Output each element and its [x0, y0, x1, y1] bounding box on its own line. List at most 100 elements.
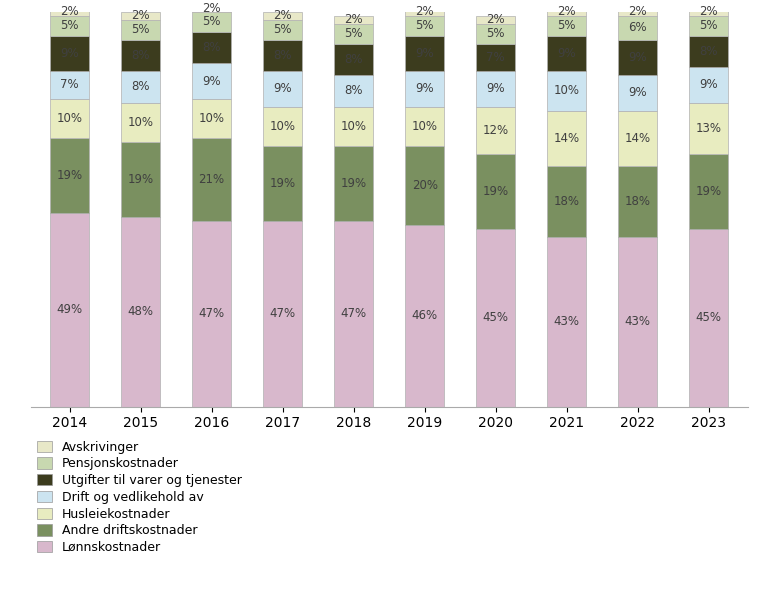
Bar: [50, 36, 89, 71]
Text: 5%: 5%: [415, 19, 434, 32]
Bar: [263, 12, 302, 20]
Text: 9%: 9%: [273, 83, 292, 96]
Text: 18%: 18%: [554, 195, 580, 208]
Bar: [405, 36, 444, 71]
Text: 2%: 2%: [60, 5, 79, 19]
Text: 43%: 43%: [554, 315, 580, 328]
Bar: [334, 24, 373, 44]
Text: 47%: 47%: [340, 307, 367, 321]
Bar: [547, 36, 586, 71]
Legend: Avskrivinger, Pensjonskostnader, Utgifter til varer og tjenester, Drift og vedli: Avskrivinger, Pensjonskostnader, Utgifte…: [37, 441, 242, 554]
Text: 9%: 9%: [486, 83, 505, 96]
Text: 10%: 10%: [340, 120, 367, 133]
Text: 47%: 47%: [198, 307, 224, 321]
Bar: [192, 138, 231, 221]
Text: 8%: 8%: [700, 45, 718, 58]
Text: 20%: 20%: [411, 179, 438, 192]
Text: 9%: 9%: [629, 86, 647, 99]
Bar: [547, 111, 586, 166]
Bar: [334, 75, 373, 106]
Text: 5%: 5%: [558, 19, 576, 32]
Text: 47%: 47%: [269, 307, 296, 321]
Text: 9%: 9%: [202, 75, 221, 87]
Bar: [192, 221, 231, 407]
Text: 5%: 5%: [131, 23, 150, 36]
Text: 10%: 10%: [411, 120, 438, 133]
Text: 19%: 19%: [696, 185, 722, 198]
Text: 5%: 5%: [60, 19, 79, 32]
Bar: [476, 44, 515, 71]
Text: 43%: 43%: [625, 315, 651, 328]
Bar: [334, 44, 373, 75]
Bar: [476, 16, 515, 24]
Text: 2%: 2%: [486, 13, 505, 26]
Text: 9%: 9%: [60, 47, 79, 60]
Bar: [476, 154, 515, 229]
Bar: [618, 166, 657, 237]
Text: 5%: 5%: [344, 27, 363, 40]
Bar: [121, 142, 160, 217]
Bar: [263, 221, 302, 407]
Text: 10%: 10%: [56, 112, 82, 125]
Text: 2%: 2%: [700, 5, 718, 19]
Bar: [263, 20, 302, 39]
Bar: [618, 39, 657, 75]
Bar: [263, 39, 302, 71]
Bar: [689, 103, 728, 154]
Bar: [618, 237, 657, 407]
Text: 2%: 2%: [131, 10, 150, 22]
Bar: [618, 75, 657, 111]
Text: 7%: 7%: [486, 51, 505, 64]
Bar: [334, 106, 373, 146]
Bar: [334, 221, 373, 407]
Text: 2%: 2%: [202, 2, 221, 14]
Text: 19%: 19%: [482, 185, 509, 198]
Text: 9%: 9%: [415, 47, 434, 60]
Bar: [689, 67, 728, 103]
Text: 2%: 2%: [629, 5, 647, 19]
Bar: [121, 12, 160, 20]
Bar: [618, 16, 657, 39]
Bar: [50, 213, 89, 407]
Text: 8%: 8%: [202, 41, 221, 54]
Text: 5%: 5%: [700, 19, 718, 32]
Text: 9%: 9%: [629, 51, 647, 64]
Bar: [121, 71, 160, 103]
Text: 9%: 9%: [557, 47, 576, 60]
Bar: [334, 16, 373, 24]
Bar: [50, 8, 89, 16]
Bar: [547, 237, 586, 407]
Bar: [192, 99, 231, 138]
Text: 12%: 12%: [482, 124, 509, 137]
Text: 14%: 14%: [625, 132, 651, 145]
Text: 10%: 10%: [127, 116, 153, 129]
Text: 8%: 8%: [131, 49, 150, 62]
Text: 2%: 2%: [415, 5, 434, 19]
Bar: [192, 4, 231, 12]
Text: 10%: 10%: [198, 112, 224, 125]
Text: 5%: 5%: [202, 16, 221, 28]
Bar: [547, 71, 586, 111]
Bar: [689, 16, 728, 36]
Text: 18%: 18%: [625, 195, 651, 208]
Text: 14%: 14%: [554, 132, 580, 145]
Bar: [121, 20, 160, 39]
Bar: [689, 8, 728, 16]
Text: 10%: 10%: [554, 84, 580, 97]
Bar: [192, 12, 231, 32]
Text: 8%: 8%: [273, 49, 292, 62]
Bar: [618, 8, 657, 16]
Bar: [689, 229, 728, 407]
Bar: [50, 16, 89, 36]
Text: 46%: 46%: [411, 309, 438, 322]
Text: 8%: 8%: [344, 53, 363, 66]
Bar: [547, 8, 586, 16]
Bar: [121, 217, 160, 407]
Bar: [50, 71, 89, 99]
Bar: [50, 138, 89, 213]
Bar: [334, 146, 373, 221]
Text: 2%: 2%: [557, 5, 576, 19]
Text: 8%: 8%: [344, 84, 363, 97]
Bar: [689, 36, 728, 67]
Bar: [405, 106, 444, 146]
